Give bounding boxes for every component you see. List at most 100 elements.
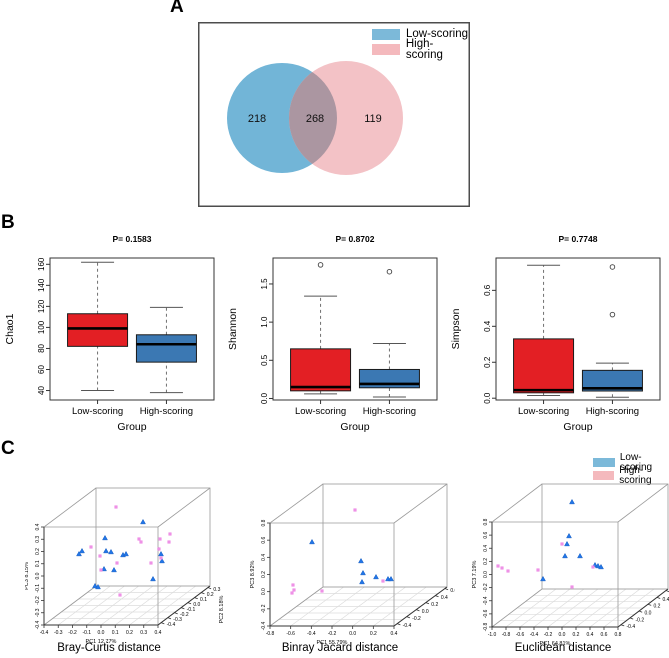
high-scoring-point (536, 568, 540, 572)
venn-count-low-unique: 218 (247, 113, 267, 125)
y-tick-label: 0.2 (431, 602, 438, 608)
x-axis-label: Group (563, 421, 592, 433)
scatter3d-bray-curtis: -0.4 -0.3 -0.2 -0.1 0.0 0.1 0.2 0.3 0.40.40.30.2… (25, 487, 225, 654)
z-tick-label: -0.2 (483, 583, 489, 592)
x-tick-label: -0.4 (40, 630, 49, 636)
legend-row-low: Low-scoring (593, 452, 669, 472)
y-tick-label: 0.4 (483, 320, 492, 332)
low-scoring-point (540, 575, 546, 582)
panel-a-label: A (170, 0, 184, 17)
x-tick-label: -0.6 (286, 631, 295, 637)
high-scoring-point (137, 537, 141, 541)
x-tick-label: 0.2 (370, 631, 377, 637)
x-tick-label: 0.0 (98, 630, 105, 636)
y-tick-mark (425, 602, 430, 605)
y-tick-label: -0.4 (627, 624, 636, 630)
y-axis-label: Shannon (227, 308, 239, 350)
high-scoring-point (114, 505, 118, 509)
high-scoring-swatch (593, 471, 615, 480)
cube-back-face (322, 483, 448, 588)
y-tick-label: 140 (37, 278, 46, 292)
high-scoring-point (158, 537, 162, 541)
y-tick-label: 0.2 (207, 592, 214, 598)
y-tick-label: 120 (37, 299, 46, 313)
z-axis-label: PC3 7.19% (472, 560, 478, 588)
panel-c-label: C (1, 438, 15, 459)
y-tick-mark (629, 617, 634, 620)
y-tick-label: 60 (37, 365, 46, 374)
low-scoring-point (103, 547, 109, 554)
high-scoring-point (570, 585, 574, 589)
y-tick-mark (435, 595, 439, 598)
legend-label-high: High-scoring (619, 464, 652, 486)
x-tick-label: 0.1 (112, 630, 119, 636)
z-axis-label: PC3 8.15% (25, 562, 30, 590)
venn-count-high-unique: 119 (364, 113, 382, 125)
legend-row-high: High-scoring (593, 465, 669, 485)
box (513, 338, 575, 394)
y-tick-label: 0.4 (663, 597, 669, 603)
y-tick-mark (416, 609, 420, 612)
category-label: Low-scoring (72, 406, 123, 417)
y-tick-mark (444, 588, 449, 591)
high-scoring-point (591, 565, 595, 569)
y-tick-label: 0.6 (483, 284, 492, 296)
x-tick-label: 0.6 (601, 632, 608, 638)
low-scoring-point (123, 550, 129, 557)
y-tick-label: 0.6 (450, 588, 455, 594)
high-scoring-point (290, 591, 294, 595)
box (581, 369, 643, 392)
y-tick-label: 0.4 (441, 595, 448, 601)
high-scoring-point (139, 540, 143, 544)
high-scoring-point (560, 542, 564, 546)
low-scoring-point (79, 547, 85, 554)
low-scoring-point (108, 548, 114, 555)
category-label: High-scoring (140, 406, 193, 417)
x-tick-label: 0.4 (155, 630, 162, 636)
z-tick-label: 0.8 (483, 518, 489, 525)
z-tick-label: 0.2 (483, 558, 489, 565)
boxplot-simpson: P= 0.7748 0.0 0.2 0.4 0.6 Simpson Low-scoring H… (450, 234, 661, 433)
low-scoring-point (360, 569, 366, 576)
x-tick-label: -0.8 (266, 631, 275, 637)
low-scoring-point (373, 573, 379, 580)
plot-title: Bray-Curtis distance (57, 642, 161, 654)
legend-label-high: High-scoring (405, 37, 443, 61)
x-tick-label: 0.8 (615, 632, 622, 638)
z-tick-label: 0.2 (261, 571, 267, 578)
y-tick-label: 0.0 (483, 392, 492, 404)
y-tick-label: -0.4 (167, 622, 176, 628)
x-tick-label: -0.6 (516, 632, 525, 638)
x-tick-label: 0.4 (391, 631, 398, 637)
scatter3d-binray-jacard: -0.8 -0.6 -0.4 -0.2 0.0 0.2 0.40.80.60.40.20.0… (250, 483, 455, 654)
venn-border (198, 22, 470, 207)
high-scoring-point (500, 566, 504, 570)
y-tick-label: 80 (37, 343, 46, 352)
y-tick-label: 160 (37, 257, 46, 271)
venn-overlap-region (289, 63, 337, 173)
x-axis-label: PC1 12.77% (86, 639, 117, 645)
y-tick-label: 0.0 (193, 602, 200, 608)
z-tick-label: 0.6 (261, 536, 267, 543)
y-tick-label: 1.0 (260, 316, 269, 328)
z-tick-label: -0.4 (261, 621, 267, 630)
low-scoring-point (388, 575, 394, 582)
z-tick-label: -0.2 (261, 604, 267, 613)
boxplot-chao1: P= 0.1583 40 60 80 100 120 140 160 Chao1 Low-scor… (4, 234, 215, 433)
box (290, 348, 352, 392)
high-scoring-point (381, 579, 385, 583)
high-scoring-point (167, 540, 171, 544)
low-scoring-point (564, 540, 570, 547)
high-scoring-point (159, 556, 163, 560)
outlier-point (609, 311, 616, 318)
venn-legend: Low-scoring High-scoring (372, 27, 470, 60)
x-tick-label: -0.2 (544, 632, 553, 638)
z-tick-label: 0.1 (35, 560, 41, 567)
p-value-label: P= 0.8702 (336, 234, 375, 244)
z-tick-label: 0.0 (35, 572, 41, 579)
y-tick-mark (174, 612, 178, 615)
z-tick-label: 0.3 (35, 536, 41, 543)
y-tick-label: 0.0 (645, 611, 652, 617)
y-tick-mark (167, 617, 172, 620)
low-scoring-point (159, 557, 165, 564)
